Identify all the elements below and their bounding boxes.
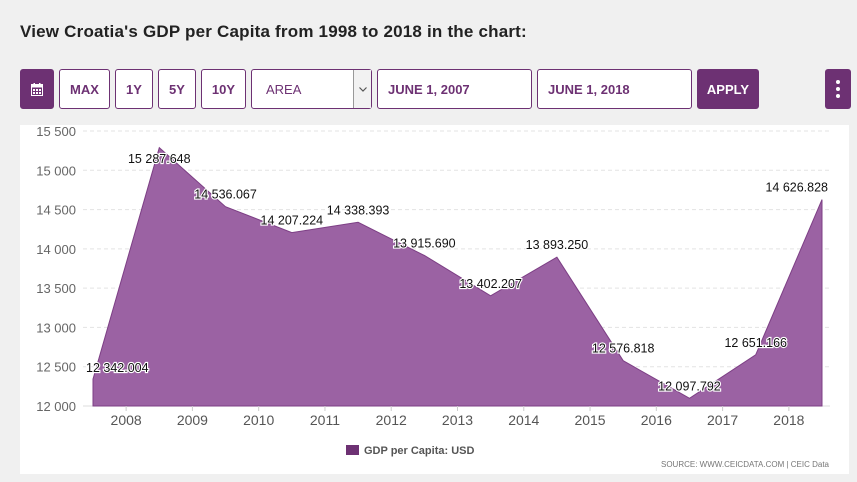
data-label: 12 576.818 bbox=[592, 342, 655, 356]
y-tick-label: 14 500 bbox=[36, 203, 76, 218]
series-area-gdp-per-capita bbox=[92, 146, 823, 407]
chart-toolbar: MAX 1Y 5Y 10Y AREA JUNE 1, 2007 JUNE 1, … bbox=[20, 69, 851, 109]
y-tick-label: 15 500 bbox=[36, 124, 76, 139]
data-label: 13 893.250 bbox=[526, 238, 589, 252]
y-tick-label: 12 000 bbox=[36, 399, 76, 414]
y-tick-label: 12 500 bbox=[36, 360, 76, 375]
legend-label: GDP per Capita: USD bbox=[364, 445, 474, 457]
x-tick-label: 2011 bbox=[310, 412, 340, 428]
apply-button[interactable]: APPLY bbox=[697, 69, 759, 109]
legend: GDP per Capita: USD bbox=[346, 445, 474, 457]
data-label: 15 287.648 bbox=[128, 152, 191, 166]
y-tick-label: 13 000 bbox=[36, 320, 76, 335]
data-label: 14 626.828 bbox=[765, 181, 828, 195]
x-tick-label: 2013 bbox=[442, 412, 473, 428]
chart-type-value: AREA bbox=[266, 82, 302, 97]
data-label: 12 651.166 bbox=[724, 336, 787, 350]
kebab-menu-icon[interactable] bbox=[825, 69, 851, 109]
source-note: SOURCE: WWW.CEICDATA.COM | CEIC Data bbox=[660, 460, 829, 469]
range-5y-button[interactable]: 5Y bbox=[158, 69, 196, 109]
data-label: 13 915.690 bbox=[393, 236, 456, 250]
x-tick-label: 2018 bbox=[773, 412, 804, 428]
page-heading: View Croatia's GDP per Capita from 1998 … bbox=[20, 22, 527, 41]
x-tick-label: 2009 bbox=[177, 412, 208, 428]
x-tick-label: 2016 bbox=[641, 412, 672, 428]
range-1y-button[interactable]: 1Y bbox=[115, 69, 153, 109]
y-tick-label: 13 500 bbox=[36, 281, 76, 296]
data-label: 14 338.393 bbox=[327, 203, 390, 217]
calendar-icon bbox=[31, 82, 43, 96]
y-axis-ticks: 12 000 12 500 13 000 13 500 14 000 14 500 15 0… bbox=[36, 124, 76, 414]
chevron-down-icon bbox=[353, 70, 371, 108]
data-labels: 12 342.004 15 287.648 14 536.067 14 207.224… bbox=[85, 151, 829, 395]
data-label: 12 097.792 bbox=[658, 379, 721, 393]
y-tick-label: 14 000 bbox=[36, 242, 76, 257]
legend-swatch bbox=[346, 445, 359, 455]
calendar-button[interactable] bbox=[20, 69, 54, 109]
x-axis-ticks: 2008 2009 2010 2011 2012 2013 2014 2015 2016 2017… bbox=[111, 406, 805, 428]
data-label: 14 207.224 bbox=[261, 214, 324, 228]
y-tick-label: 15 000 bbox=[36, 163, 76, 178]
start-date-input[interactable]: JUNE 1, 2007 bbox=[377, 69, 532, 109]
x-tick-label: 2014 bbox=[508, 412, 539, 428]
x-tick-label: 2017 bbox=[707, 412, 738, 428]
x-tick-label: 2008 bbox=[111, 412, 142, 428]
data-label: 12 342.004 bbox=[86, 361, 149, 375]
data-label: 14 536.067 bbox=[194, 188, 257, 202]
range-10y-button[interactable]: 10Y bbox=[201, 69, 246, 109]
data-label: 13 402.207 bbox=[459, 277, 522, 291]
chart-type-select[interactable]: AREA bbox=[251, 69, 372, 109]
range-max-button[interactable]: MAX bbox=[59, 69, 110, 109]
end-date-input[interactable]: JUNE 1, 2018 bbox=[537, 69, 692, 109]
x-tick-label: 2010 bbox=[243, 412, 274, 428]
x-tick-label: 2015 bbox=[574, 412, 605, 428]
x-tick-label: 2012 bbox=[376, 412, 407, 428]
